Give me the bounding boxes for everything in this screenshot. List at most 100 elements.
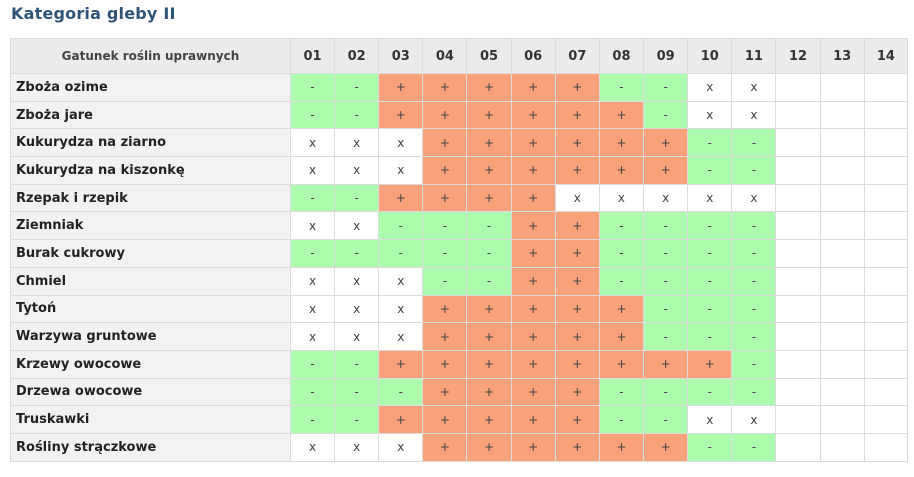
status-cell: x (289, 211, 336, 241)
status-cell: + (466, 183, 512, 213)
column-header-14: 14 (863, 38, 909, 74)
status-cell: - (643, 73, 689, 102)
table-body: Zboża ozime - - + + + + + - - x x Zboża jare - - + + + + + +… (10, 73, 909, 462)
status-cell: + (378, 405, 424, 434)
status-cell: + (598, 128, 645, 158)
column-header-02: 02 (334, 38, 380, 74)
status-cell: - (466, 211, 512, 241)
column-header-10: 10 (687, 38, 733, 74)
status-cell: + (643, 432, 689, 462)
status-cell (863, 405, 909, 434)
status-cell: x (378, 322, 424, 351)
crop-name-cell: Kukurydza na kiszonkę (10, 156, 291, 185)
column-header-01: 01 (289, 38, 336, 74)
status-cell: x (687, 100, 733, 130)
status-cell: x (643, 183, 689, 213)
status-cell: x (334, 266, 380, 296)
status-cell: - (687, 377, 733, 407)
status-cell: + (510, 73, 556, 102)
status-cell: - (289, 239, 336, 268)
status-cell (863, 266, 909, 296)
status-cell: x (687, 405, 733, 434)
status-cell: + (554, 100, 600, 130)
status-cell: x (334, 432, 380, 462)
status-cell: - (378, 377, 424, 407)
status-cell (775, 183, 821, 213)
status-cell: x (334, 211, 380, 241)
page-title: Kategoria gleby II (11, 4, 176, 23)
column-header-03: 03 (378, 38, 424, 74)
table-row: Kukurydza na kiszonkę x x x + + + + + + - - (10, 156, 909, 185)
status-cell: + (466, 156, 512, 185)
status-cell: + (510, 294, 556, 324)
status-cell (863, 183, 909, 213)
table-row: Zboża jare - - + + + + + + - x x (10, 100, 909, 130)
status-cell: + (554, 128, 600, 158)
crop-suitability-table: Gatunek roślin uprawnych 01 02 03 04 05 06 07 0… (10, 38, 909, 462)
status-cell (863, 349, 909, 379)
status-cell: + (466, 128, 512, 158)
status-cell (819, 405, 865, 434)
status-cell: - (687, 239, 733, 268)
status-cell: - (687, 266, 733, 296)
status-cell: x (334, 322, 380, 351)
status-cell (863, 211, 909, 241)
status-cell: - (334, 73, 380, 102)
status-cell: + (466, 294, 512, 324)
status-cell: + (554, 73, 600, 102)
status-cell: - (289, 183, 336, 213)
column-header-08: 08 (598, 38, 645, 74)
status-cell: + (466, 405, 512, 434)
status-cell (819, 377, 865, 407)
table-row: Krzewy owocowe - - + + + + + + + + - (10, 349, 909, 379)
status-cell: - (289, 100, 336, 130)
crop-name-cell: Ziemniak (10, 211, 291, 241)
status-cell: + (598, 432, 645, 462)
status-cell (819, 349, 865, 379)
status-cell: - (289, 377, 336, 407)
status-cell: - (422, 239, 468, 268)
status-cell: + (554, 322, 600, 351)
table-row: Rzepak i rzepik - - + + + + x x x x x (10, 183, 909, 213)
status-cell: - (687, 211, 733, 241)
status-cell: x (334, 294, 380, 324)
status-cell: - (378, 211, 424, 241)
status-cell: - (731, 432, 777, 462)
status-cell: x (289, 266, 336, 296)
status-cell: + (510, 405, 556, 434)
status-cell: - (598, 73, 645, 102)
status-cell: x (289, 322, 336, 351)
status-cell (819, 266, 865, 296)
status-cell: + (422, 294, 468, 324)
status-cell: + (422, 183, 468, 213)
status-cell: - (643, 322, 689, 351)
status-cell: - (422, 266, 468, 296)
status-cell: + (598, 156, 645, 185)
crop-name-cell: Truskawki (10, 405, 291, 434)
table-row: Chmiel x x x - - + + - - - - (10, 266, 909, 296)
status-cell: + (510, 128, 556, 158)
status-cell: - (422, 211, 468, 241)
crop-name-cell: Drzewa owocowe (10, 377, 291, 407)
status-cell: - (334, 405, 380, 434)
status-cell: + (554, 156, 600, 185)
status-cell: - (598, 239, 645, 268)
status-cell: - (643, 405, 689, 434)
status-cell: - (731, 294, 777, 324)
status-cell: + (422, 156, 468, 185)
status-cell: + (466, 432, 512, 462)
crop-name-cell: Kukurydza na ziarno (10, 128, 291, 158)
status-cell: - (289, 73, 336, 102)
table-row: Burak cukrowy - - - - - + + - - - - (10, 239, 909, 268)
status-cell: - (687, 128, 733, 158)
status-cell: + (422, 100, 468, 130)
status-cell: - (731, 211, 777, 241)
column-header-06: 06 (510, 38, 556, 74)
status-cell (863, 156, 909, 185)
crop-name-cell: Zboża jare (10, 100, 291, 130)
status-cell: - (289, 405, 336, 434)
table-row: Tytoń x x x + + + + + - - - (10, 294, 909, 324)
status-cell (775, 156, 821, 185)
column-header-05: 05 (466, 38, 512, 74)
status-cell (819, 322, 865, 351)
